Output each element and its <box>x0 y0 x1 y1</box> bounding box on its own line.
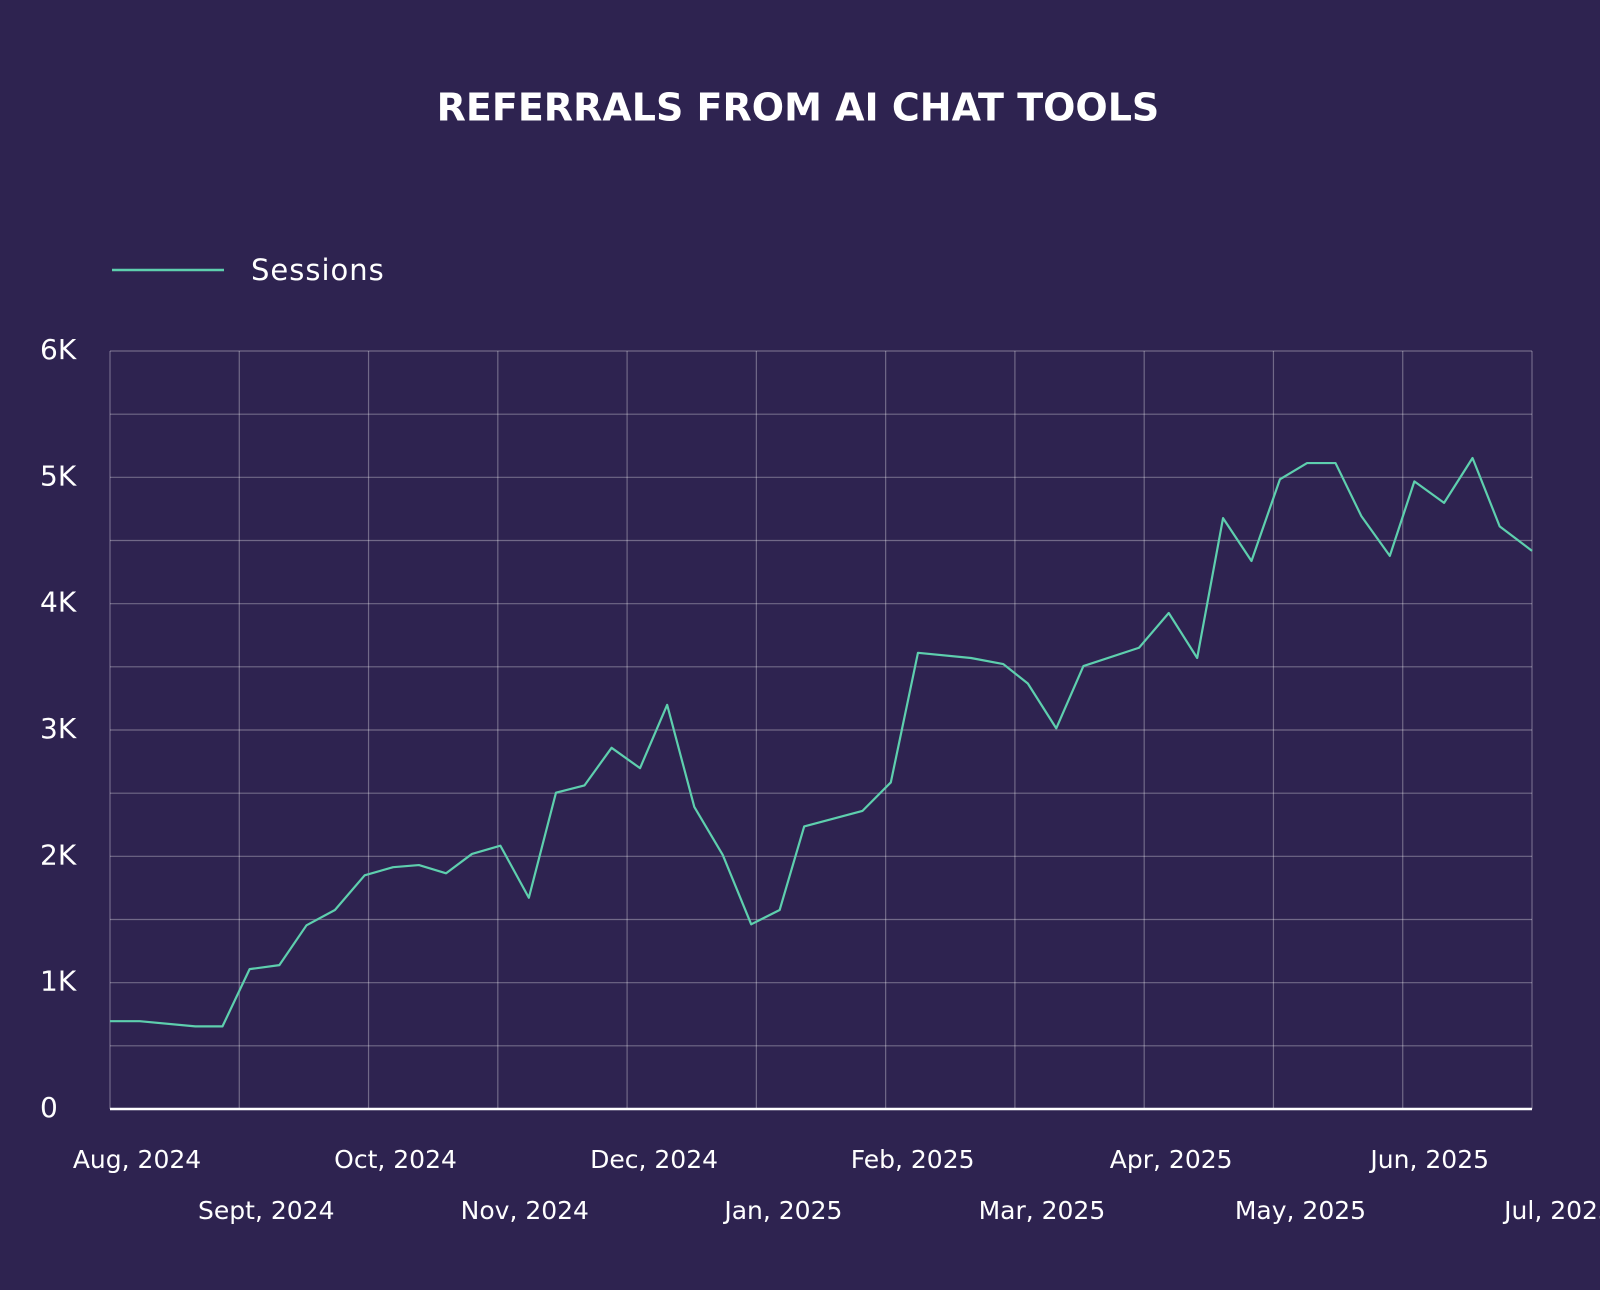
x-tick-label: Jul, 2025 <box>1502 1196 1600 1225</box>
y-tick-label: 5K <box>40 459 77 492</box>
y-tick-label: 1K <box>40 965 77 998</box>
x-tick-label: May, 2025 <box>1235 1196 1366 1225</box>
x-tick-label: Oct, 2024 <box>334 1145 457 1174</box>
x-tick-label: Feb, 2025 <box>851 1145 975 1174</box>
y-tick-label: 6K <box>40 333 77 366</box>
x-tick-label: Jan, 2025 <box>722 1196 842 1225</box>
x-tick-label: Mar, 2025 <box>979 1196 1106 1225</box>
chart-title: REFERRALS FROM AI CHAT TOOLS <box>437 86 1160 130</box>
y-tick-label: 2K <box>40 838 77 871</box>
x-tick-label: Apr, 2025 <box>1110 1145 1233 1174</box>
series-line <box>110 456 1533 1028</box>
x-tick-label: Dec, 2024 <box>590 1145 718 1174</box>
x-tick-label: Jun, 2025 <box>1368 1145 1489 1174</box>
x-tick-label: Nov, 2024 <box>461 1196 589 1225</box>
x-tick-label: Aug, 2024 <box>73 1145 201 1174</box>
y-tick-label: 3K <box>40 712 77 745</box>
y-tick-label: 0 <box>40 1091 58 1124</box>
legend-label: Sessions <box>251 253 385 287</box>
x-tick-label: Sept, 2024 <box>198 1196 334 1225</box>
y-tick-label: 4K <box>40 586 77 619</box>
